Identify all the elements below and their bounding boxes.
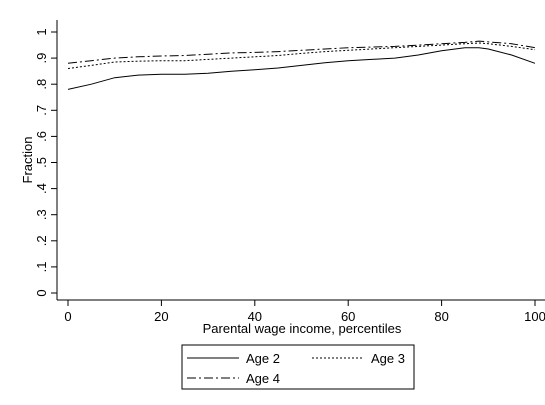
x-tick-label: 80 bbox=[434, 309, 448, 324]
series-line-age-3 bbox=[67, 42, 536, 69]
series-layer bbox=[67, 40, 536, 90]
y-tick-label: 0 bbox=[34, 289, 49, 296]
legend-items: Age 2 Age 3 Age 4 bbox=[187, 351, 405, 386]
x-tick-label: 40 bbox=[248, 309, 262, 324]
legend-label: Age 2 bbox=[246, 351, 280, 366]
y-tick-label: .7 bbox=[34, 105, 49, 116]
x-axis-ticks: 0 20 40 60 80 100 bbox=[64, 300, 545, 324]
series-line-age-2 bbox=[67, 47, 536, 90]
y-tick-label: .4 bbox=[34, 183, 49, 194]
legend-label: Age 3 bbox=[371, 351, 405, 366]
x-tick-label: 20 bbox=[154, 309, 168, 324]
y-tick-label: 1 bbox=[34, 28, 49, 35]
x-tick-label: 60 bbox=[341, 309, 355, 324]
y-tick-label: .2 bbox=[34, 235, 49, 246]
y-tick-label: .1 bbox=[34, 261, 49, 272]
legend-label: Age 4 bbox=[246, 371, 280, 386]
x-tick-label: 0 bbox=[64, 309, 71, 324]
legend: Age 2 Age 3 Age 4 bbox=[181, 344, 415, 390]
series-line-age-4 bbox=[67, 40, 536, 64]
y-axis-title: Fraction bbox=[20, 137, 35, 184]
y-tick-label: .3 bbox=[34, 209, 49, 220]
y-axis-ticks: 0 .1 .2 .3 .4 .5 .6 .7 .8 .9 1 bbox=[34, 28, 57, 297]
y-tick-label: .8 bbox=[34, 79, 49, 90]
y-tick-label: .9 bbox=[34, 53, 49, 64]
x-axis-title: Parental wage income, percentiles bbox=[203, 321, 402, 336]
y-tick-label: .5 bbox=[34, 157, 49, 168]
legend-box bbox=[181, 344, 415, 390]
x-tick-label: 100 bbox=[524, 309, 545, 324]
y-tick-label: .6 bbox=[34, 131, 49, 142]
